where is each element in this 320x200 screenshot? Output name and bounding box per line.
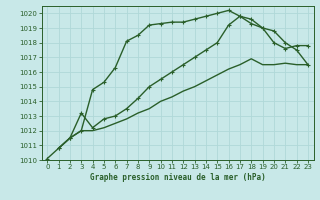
X-axis label: Graphe pression niveau de la mer (hPa): Graphe pression niveau de la mer (hPa) <box>90 173 266 182</box>
